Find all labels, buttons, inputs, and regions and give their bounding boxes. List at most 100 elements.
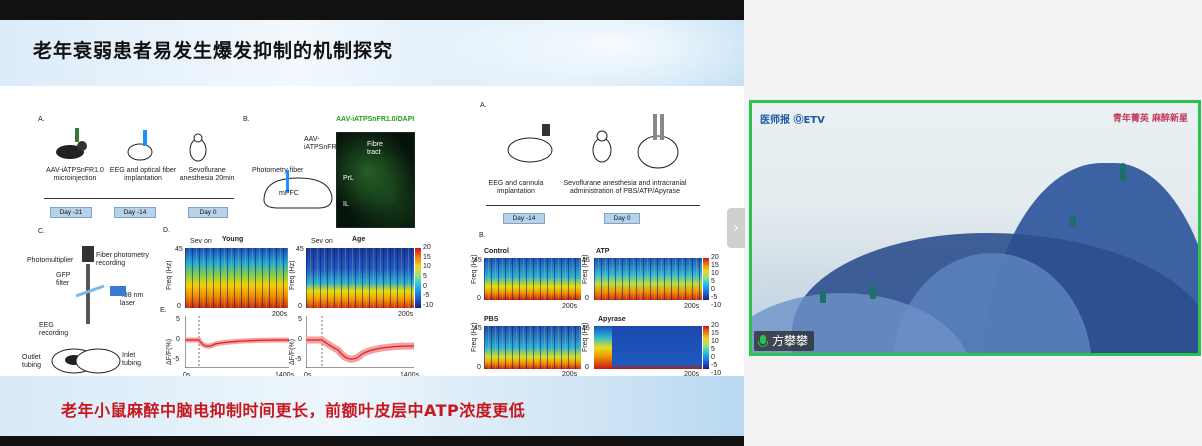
step-eeg-cannula: EEG and cannula implantation <box>488 180 544 195</box>
cbar-tick: 0 <box>711 354 715 361</box>
freq-ylabel: Freq (Hz) <box>582 322 589 352</box>
panel-b-title: AAV-iATPSnFR1.0/DAPI <box>336 116 415 123</box>
step-microinjection: AAV-iATPSnFR1.0 microinjection <box>46 167 104 182</box>
cbar-tick: 0 <box>711 286 715 293</box>
speaker-name-tag: 方攀攀 <box>754 331 815 351</box>
cbar-tick: 10 <box>711 338 719 345</box>
panel-a-label: A. <box>38 116 45 123</box>
cbar-tick: 10 <box>711 270 719 277</box>
brain-outline <box>263 170 333 209</box>
colorbar-ticks: 20 15 10 5 0 -5 -10 <box>711 322 727 377</box>
scale-200s: 200s <box>398 311 414 318</box>
slide-footer: 老年小鼠麻醉中脑电抑制时间更长，前额叶皮层中ATP浓度更低 <box>0 376 744 436</box>
ytick-45: 45 <box>474 325 482 332</box>
ytick-5: 5 <box>298 316 302 323</box>
inlet-label: Inlet tubing <box>122 352 142 367</box>
scale-200s: 200s <box>684 303 700 310</box>
speaker-video[interactable]: 医师报 ⓄETV 青年菁英 麻醉新星 方攀攀 <box>749 100 1201 356</box>
mouse-illustrations <box>56 128 207 162</box>
ytick-0: 0 <box>477 364 481 371</box>
spectrogram-pbs <box>484 326 581 369</box>
timeline-axis <box>486 205 700 206</box>
fiber-label: Photometry fiber <box>252 167 304 174</box>
day-box: Day -21 <box>50 207 92 218</box>
ytick-0: 0 <box>176 336 180 343</box>
recording-label: Fiber photometry recording <box>96 252 149 267</box>
panel-d-label: D. <box>163 227 170 234</box>
cbar-tick: 20 <box>711 254 719 261</box>
microphone-icon <box>758 334 768 348</box>
freq-ylabel: Freq (Hz) <box>471 254 478 284</box>
ytick-45: 45 <box>296 246 304 253</box>
presentation-slide: 老年衰弱患者易发生爆发抑制的机制探究 A. AAV-iATPSnFR1.0 mi… <box>0 20 744 436</box>
ytick-45: 45 <box>582 257 590 264</box>
panel-b-label: B. <box>243 116 250 123</box>
fibre-tract-label: Fibre tract <box>367 141 383 156</box>
slide-header: 老年衰弱患者易发生爆发抑制的机制探究 <box>0 20 744 86</box>
laser-label: 488 nm laser <box>120 292 144 307</box>
panel-b-label: B. <box>479 232 486 239</box>
left-figure: A. AAV-iATPSnFR1.0 microinjection EEG an… <box>0 20 744 379</box>
cbar-tick: 15 <box>423 253 431 261</box>
step-eeg-fiber: EEG and optical fiber implantation <box>109 167 177 182</box>
freq-ylabel: Freq (Hz) <box>582 254 589 284</box>
x-end: 1400s <box>400 372 419 380</box>
cbar-tick: -5 <box>423 292 430 300</box>
logo-left: 医师报 ⓄETV <box>760 115 825 126</box>
cbar-tick: -5 <box>711 362 718 369</box>
microscopy-image: Fibre tract PrL IL <box>336 132 415 228</box>
cbar-tick: 10 <box>423 263 431 271</box>
freq-ylabel: Freq (Hz) <box>471 322 478 352</box>
panel-a-label: A. <box>480 102 487 109</box>
cbar-tick: 5 <box>711 278 715 285</box>
il-label: IL <box>343 201 349 208</box>
scale-200s: 200s <box>272 311 288 318</box>
ytick-45: 45 <box>474 257 482 264</box>
cbar-tick: -10 <box>711 302 722 309</box>
day-box: Day -14 <box>503 213 545 224</box>
ytick-0: 0 <box>585 364 589 371</box>
group-label: ATP <box>596 248 610 255</box>
climber-figure <box>1070 215 1076 227</box>
day-box: Day -14 <box>114 207 156 218</box>
scale-200s: 200s <box>562 371 578 378</box>
panel-e-label: E. <box>160 307 167 314</box>
cbar-tick: -5 <box>711 294 718 301</box>
outlet-label: Outlet tubing <box>22 354 42 369</box>
slide-title: 老年衰弱患者易发生爆发抑制的机制探究 <box>33 40 394 62</box>
climber-figure <box>870 285 876 299</box>
cbar-tick: -10 <box>711 370 722 377</box>
spectrogram-atp <box>594 258 702 300</box>
climber-figure <box>820 291 826 303</box>
day-box: Day 0 <box>604 213 640 224</box>
cbar-tick: 15 <box>711 262 719 269</box>
ytick-minus5: -5 <box>295 356 302 363</box>
cbar-tick: 5 <box>711 346 715 353</box>
virus-label: AAV-iATPSnFR1.0 <box>304 136 347 151</box>
cbar-tick: 0 <box>423 282 427 290</box>
ytick-0: 0 <box>298 303 302 310</box>
ytick-0: 0 <box>298 336 302 343</box>
young-label: Young <box>222 236 244 243</box>
setup-illustration <box>51 246 126 374</box>
ytick-0: 0 <box>177 303 181 310</box>
colorbar <box>703 326 709 369</box>
sev-on-label: Sev on <box>311 238 333 245</box>
trace-age <box>306 316 414 368</box>
prl-label: PrL <box>343 175 354 182</box>
colorbar-ticks: 20 15 10 5 0 -5 -10 <box>423 244 437 310</box>
colorbar <box>703 258 709 300</box>
scale-200s: 200s <box>562 303 578 310</box>
ytick-0: 0 <box>477 295 481 302</box>
ytick-45: 45 <box>175 246 183 253</box>
gfp-label: GFP filter <box>56 272 71 287</box>
mpfc-label: mPFC <box>279 190 299 197</box>
cbar-tick: 20 <box>423 244 431 251</box>
trace-young <box>185 316 289 368</box>
spectrogram-apyrase <box>594 326 702 369</box>
spectrogram-control <box>484 258 581 300</box>
eeg-label: EEG recording <box>39 322 69 337</box>
cbar-tick: -10 <box>423 301 434 309</box>
sev-on-label: Sev on <box>190 238 212 245</box>
next-slide-button[interactable]: › <box>727 208 745 248</box>
